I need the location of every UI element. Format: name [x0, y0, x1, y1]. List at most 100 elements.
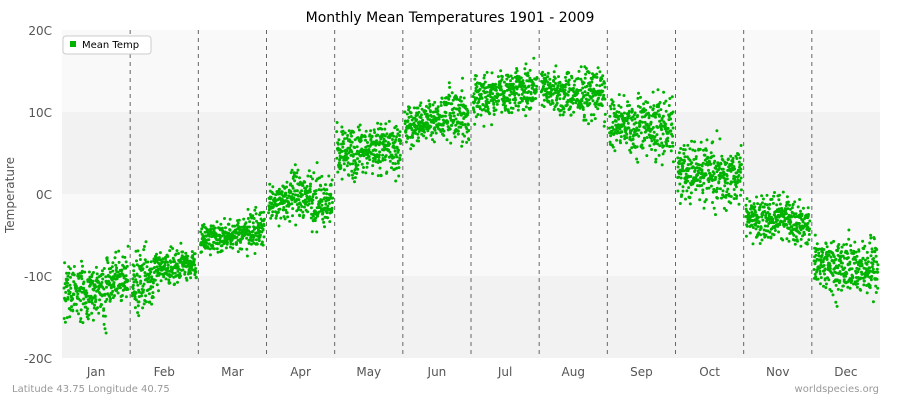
- data-point: [640, 143, 644, 147]
- data-point: [587, 122, 590, 126]
- data-point: [719, 162, 723, 166]
- data-point: [372, 128, 376, 132]
- data-point: [67, 271, 71, 275]
- data-point: [245, 254, 249, 258]
- data-point: [139, 281, 142, 285]
- data-point: [825, 250, 829, 254]
- data-point: [622, 111, 626, 115]
- data-point: [724, 193, 728, 197]
- y-tick-label: 0C: [36, 188, 52, 202]
- data-point: [553, 76, 557, 80]
- data-point: [320, 174, 324, 178]
- data-point: [834, 300, 838, 304]
- data-point: [108, 299, 112, 303]
- data-point: [445, 138, 449, 142]
- data-point: [64, 290, 68, 294]
- data-point: [379, 160, 382, 164]
- data-point: [617, 110, 621, 114]
- data-point: [452, 111, 456, 115]
- data-point: [652, 104, 656, 108]
- data-point: [693, 140, 696, 144]
- data-point: [617, 104, 621, 108]
- data-point: [134, 298, 138, 302]
- data-point: [82, 286, 86, 290]
- data-point: [416, 106, 420, 110]
- data-point: [293, 179, 297, 183]
- data-point: [715, 187, 719, 191]
- data-point: [875, 248, 879, 251]
- data-point: [787, 239, 791, 243]
- data-point: [237, 218, 241, 222]
- data-point: [827, 253, 831, 257]
- data-point: [92, 271, 95, 274]
- data-point: [307, 199, 311, 203]
- data-point: [850, 267, 854, 271]
- data-point: [290, 202, 294, 206]
- data-point: [563, 88, 567, 92]
- data-point: [755, 195, 758, 199]
- data-point: [545, 87, 549, 91]
- data-point: [843, 266, 847, 270]
- data-point: [166, 255, 170, 258]
- data-point: [484, 95, 488, 99]
- data-point: [590, 80, 594, 84]
- data-point: [515, 69, 519, 73]
- data-point: [633, 117, 637, 121]
- data-point: [120, 294, 124, 297]
- data-point: [255, 219, 258, 223]
- data-point: [211, 224, 215, 228]
- data-point: [421, 118, 425, 122]
- data-point: [840, 261, 844, 265]
- data-point: [841, 284, 845, 288]
- data-point: [124, 260, 128, 264]
- data-point: [846, 256, 850, 260]
- data-point: [543, 73, 547, 77]
- data-point: [490, 71, 494, 75]
- x-tick-label: Jan: [86, 365, 106, 379]
- data-point: [790, 225, 794, 229]
- data-point: [282, 215, 286, 219]
- data-point: [444, 100, 448, 104]
- data-point: [351, 176, 355, 180]
- data-point: [415, 118, 419, 122]
- data-point: [709, 151, 713, 155]
- data-point: [304, 202, 307, 206]
- data-point: [677, 151, 681, 155]
- data-point: [100, 269, 104, 273]
- data-point: [459, 125, 463, 129]
- data-point: [409, 147, 413, 151]
- data-point: [79, 274, 83, 278]
- data-point: [584, 118, 588, 122]
- data-point: [649, 105, 652, 109]
- data-point: [368, 133, 372, 137]
- data-point: [681, 185, 685, 189]
- data-point: [495, 102, 499, 106]
- data-point: [647, 111, 650, 115]
- data-point: [289, 182, 293, 186]
- data-point: [656, 126, 660, 129]
- data-point: [314, 196, 318, 200]
- data-point: [856, 279, 860, 283]
- data-point: [492, 106, 496, 110]
- data-point: [465, 140, 469, 144]
- data-point: [424, 136, 428, 140]
- data-point: [393, 149, 397, 153]
- data-point: [233, 224, 237, 228]
- data-point: [800, 212, 804, 216]
- data-point: [665, 144, 669, 148]
- data-point: [534, 97, 538, 100]
- data-point: [515, 67, 519, 70]
- data-point: [700, 184, 704, 187]
- data-point: [353, 159, 357, 163]
- data-point: [670, 95, 674, 99]
- data-point: [696, 178, 700, 182]
- data-point: [499, 88, 503, 91]
- x-tick-label: Jun: [427, 365, 447, 379]
- data-point: [639, 131, 643, 135]
- data-point: [246, 207, 250, 211]
- data-point: [677, 162, 681, 166]
- data-point: [231, 242, 235, 246]
- data-point: [157, 289, 160, 293]
- data-point: [142, 288, 145, 292]
- data-point: [748, 199, 752, 203]
